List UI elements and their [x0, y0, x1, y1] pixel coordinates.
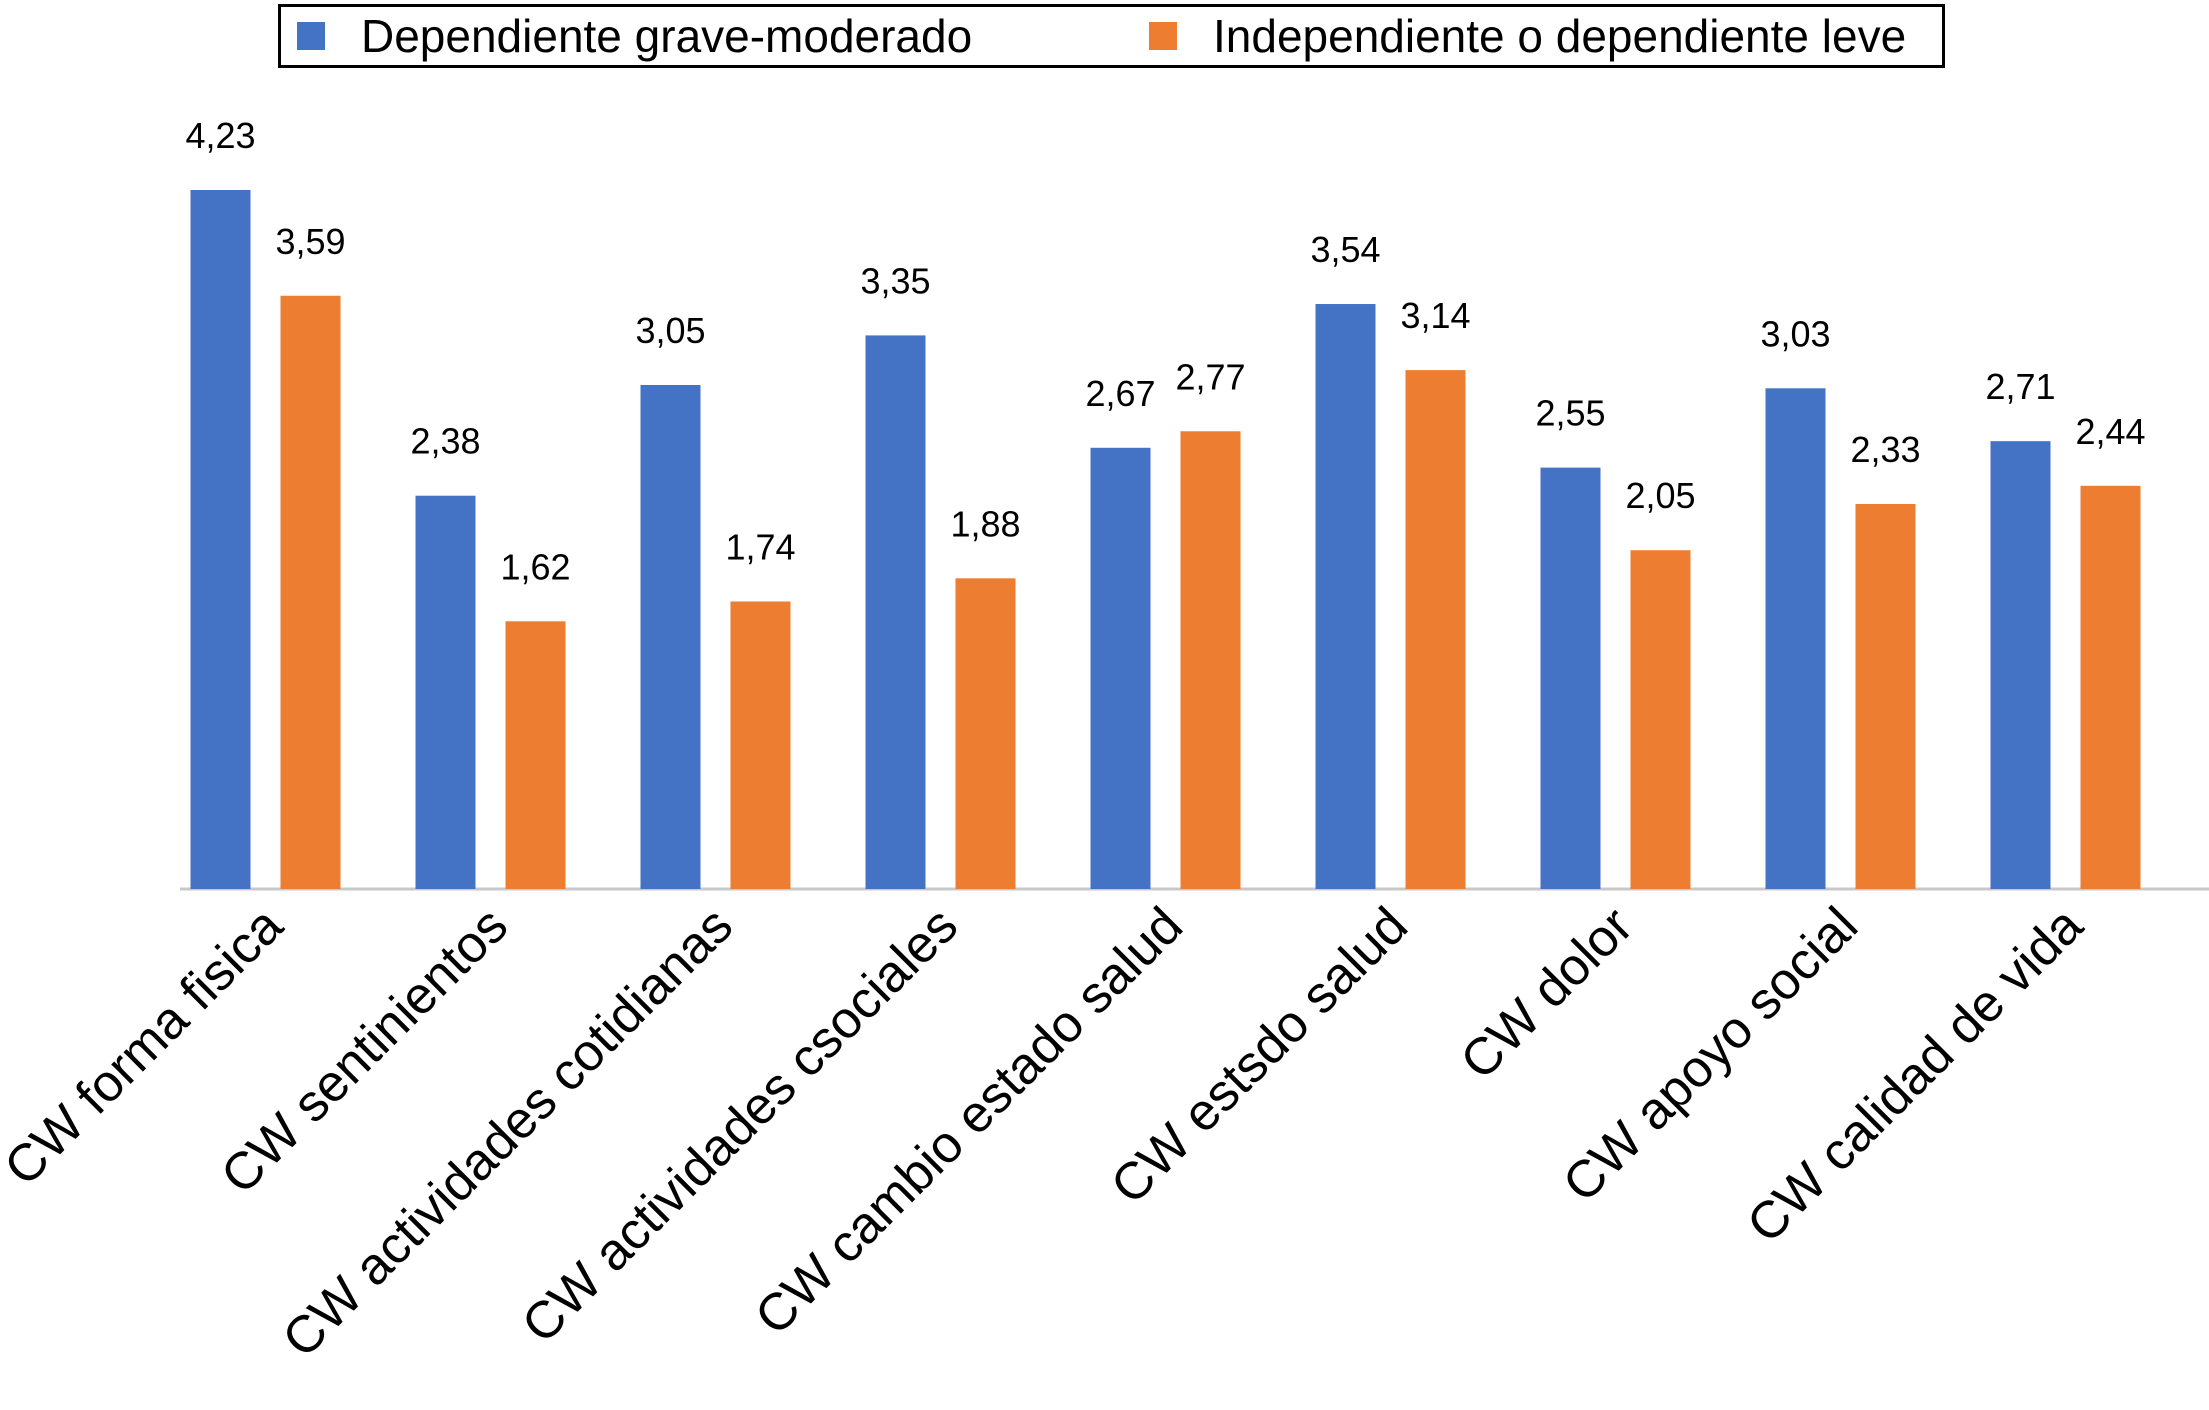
bar-1-5 — [1090, 447, 1151, 889]
data-label-1-2: 2,38 — [410, 421, 480, 462]
bar-2-1 — [280, 295, 341, 889]
bar-1-1 — [190, 190, 251, 889]
data-label-2-1: 3,59 — [275, 221, 345, 262]
bar-1-2 — [415, 495, 476, 889]
data-label-2-8: 2,33 — [1850, 429, 1920, 470]
data-label-2-3: 1,74 — [725, 526, 795, 567]
bar-1-4 — [865, 335, 926, 889]
x-tick-label-3: CW actividades cotidianas — [272, 896, 744, 1368]
data-label-1-9: 2,71 — [1985, 366, 2055, 407]
x-tick-label-5: CW cambio estado salud — [744, 896, 1194, 1346]
x-tick-label-7: CW dolor — [1450, 896, 1644, 1090]
legend-label-series-1: Dependiente grave-moderado — [361, 10, 973, 62]
data-label-2-2: 1,62 — [500, 546, 570, 587]
legend-item-series-1: Dependiente grave-moderado — [297, 7, 972, 65]
data-label-1-8: 3,03 — [1760, 313, 1830, 354]
bar-1-9 — [1990, 441, 2051, 889]
data-label-1-1: 4,23 — [185, 115, 255, 156]
bar-2-7 — [1630, 550, 1691, 889]
legend-item-series-2: Independiente o dependiente leve — [1149, 7, 1906, 65]
data-label-2-4: 1,88 — [950, 503, 1020, 544]
data-label-2-6: 3,14 — [1400, 295, 1470, 336]
bar-2-6 — [1405, 370, 1466, 889]
bar-2-9 — [2080, 485, 2141, 889]
bar-2-8 — [1855, 503, 1916, 889]
bar-2-3 — [730, 601, 791, 889]
x-tick-label-4: CW actividades csociales — [511, 896, 969, 1354]
bar-1-8 — [1765, 388, 1826, 889]
data-label-2-7: 2,05 — [1625, 475, 1695, 516]
data-label-1-7: 2,55 — [1535, 393, 1605, 434]
data-label-2-5: 2,77 — [1175, 356, 1245, 397]
legend-swatch-series-1 — [297, 22, 325, 50]
data-label-1-5: 2,67 — [1085, 373, 1155, 414]
legend-label-series-2: Independiente o dependiente leve — [1213, 10, 1907, 62]
bar-1-7 — [1540, 467, 1601, 889]
data-label-1-3: 3,05 — [635, 310, 705, 351]
bar-1-3 — [640, 384, 701, 889]
data-label-2-9: 2,44 — [2075, 411, 2145, 452]
data-label-1-4: 3,35 — [860, 260, 930, 301]
legend-swatch-series-2 — [1149, 22, 1177, 50]
bar-2-5 — [1180, 431, 1241, 889]
bar-1-6 — [1315, 304, 1376, 890]
bar-2-2 — [505, 621, 566, 889]
bar-2-4 — [955, 578, 1016, 889]
data-label-1-6: 3,54 — [1310, 229, 1380, 270]
chart-legend: Dependiente grave-moderado Independiente… — [278, 4, 1945, 68]
